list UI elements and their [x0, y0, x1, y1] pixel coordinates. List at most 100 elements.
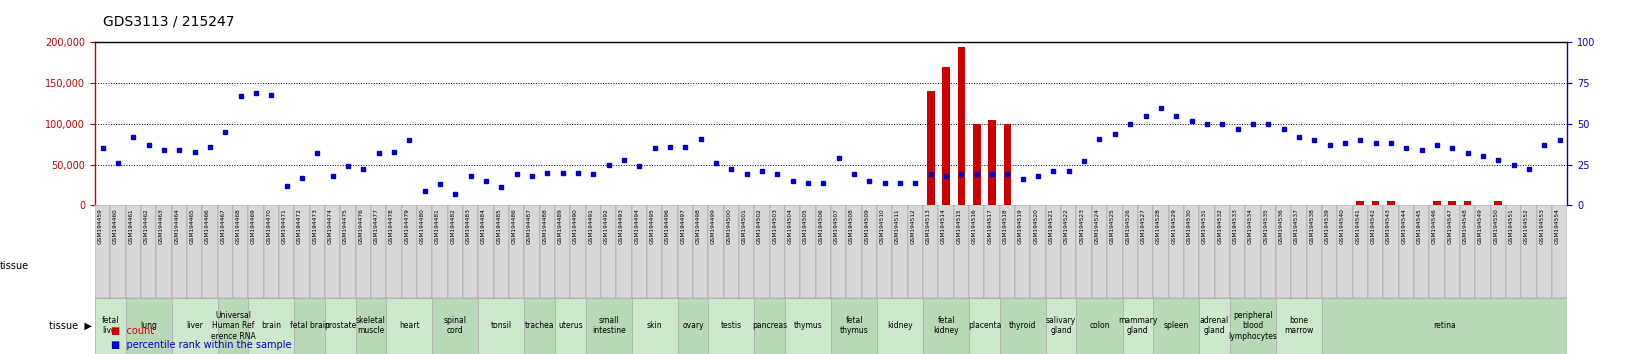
Text: GSM194493: GSM194493 — [618, 208, 623, 244]
Bar — [1122, 205, 1139, 297]
Bar — [928, 91, 934, 205]
Text: GSM194540: GSM194540 — [1340, 208, 1345, 244]
Bar — [1091, 205, 1108, 297]
Bar — [432, 297, 478, 354]
Bar — [1476, 205, 1490, 297]
Text: GSM194465: GSM194465 — [190, 208, 195, 244]
Text: GSM194531: GSM194531 — [1202, 208, 1207, 244]
Bar — [1000, 205, 1014, 297]
Text: placenta: placenta — [969, 321, 1001, 330]
Text: GSM194511: GSM194511 — [895, 208, 900, 244]
Bar — [1184, 205, 1199, 297]
Bar — [957, 47, 965, 205]
Bar — [1322, 297, 1567, 354]
Bar — [1356, 201, 1364, 205]
Bar — [1199, 205, 1214, 297]
Text: thyroid: thyroid — [1009, 321, 1037, 330]
Bar — [478, 297, 525, 354]
Text: pancreas: pancreas — [753, 321, 787, 330]
Bar — [232, 205, 249, 297]
Bar — [1464, 201, 1471, 205]
Text: GSM194478: GSM194478 — [389, 208, 394, 244]
Bar — [1230, 205, 1245, 297]
Text: GSM194460: GSM194460 — [113, 208, 118, 244]
Text: GSM194490: GSM194490 — [573, 208, 578, 244]
Text: GSM194476: GSM194476 — [358, 208, 363, 244]
Bar — [1521, 205, 1536, 297]
Text: GSM194503: GSM194503 — [772, 208, 777, 244]
Bar — [1337, 205, 1353, 297]
Bar — [126, 297, 172, 354]
Bar — [1276, 297, 1322, 354]
Text: GSM194526: GSM194526 — [1126, 208, 1130, 244]
Text: GSM194513: GSM194513 — [926, 208, 931, 244]
Text: GSM194466: GSM194466 — [204, 208, 209, 244]
Text: lung: lung — [141, 321, 157, 330]
Text: GSM194494: GSM194494 — [635, 208, 640, 244]
Text: spinal
cord: spinal cord — [443, 316, 466, 336]
Text: GSM194547: GSM194547 — [1448, 208, 1453, 244]
Bar — [1153, 205, 1168, 297]
Bar — [172, 205, 187, 297]
Text: GSM194505: GSM194505 — [803, 208, 808, 244]
Bar — [1108, 205, 1122, 297]
Bar — [555, 297, 586, 354]
Bar — [1322, 205, 1337, 297]
Text: brain: brain — [262, 321, 281, 330]
Text: GSM194473: GSM194473 — [312, 208, 317, 244]
Text: GSM194553: GSM194553 — [1539, 208, 1544, 244]
Text: ■  percentile rank within the sample: ■ percentile rank within the sample — [111, 341, 291, 350]
Bar — [1536, 205, 1553, 297]
Text: liver: liver — [187, 321, 203, 330]
Text: fetal
thymus: fetal thymus — [839, 316, 869, 336]
Bar — [923, 205, 939, 297]
Text: GSM194549: GSM194549 — [1477, 208, 1482, 244]
Text: GSM194541: GSM194541 — [1355, 208, 1360, 244]
Text: GSM194500: GSM194500 — [726, 208, 731, 244]
Text: thymus: thymus — [793, 321, 823, 330]
Bar — [218, 205, 232, 297]
Bar — [1399, 205, 1414, 297]
Bar — [586, 205, 600, 297]
Bar — [340, 205, 355, 297]
Text: Universal
Human Ref
erence RNA: Universal Human Ref erence RNA — [211, 311, 255, 341]
Text: GSM194463: GSM194463 — [159, 208, 164, 244]
Bar — [509, 205, 525, 297]
Bar — [1000, 297, 1045, 354]
Bar — [846, 205, 862, 297]
Bar — [1153, 297, 1199, 354]
Bar — [326, 297, 355, 354]
Text: GSM194550: GSM194550 — [1494, 208, 1499, 244]
Text: GSM194464: GSM194464 — [175, 208, 180, 244]
Text: GSM194524: GSM194524 — [1094, 208, 1099, 244]
Text: GSM194480: GSM194480 — [420, 208, 425, 244]
Bar — [939, 205, 954, 297]
Text: mammary
gland: mammary gland — [1117, 316, 1158, 336]
Text: fetal
kidney: fetal kidney — [933, 316, 959, 336]
Bar — [1414, 205, 1430, 297]
Bar — [386, 297, 432, 354]
Text: GSM194492: GSM194492 — [604, 208, 609, 244]
Bar — [524, 297, 555, 354]
Bar — [1507, 205, 1521, 297]
Bar — [326, 205, 340, 297]
Text: GSM194523: GSM194523 — [1080, 208, 1085, 244]
Text: fetal
liver: fetal liver — [101, 316, 119, 336]
Text: GSM194462: GSM194462 — [144, 208, 149, 244]
Bar — [708, 205, 723, 297]
Text: GSM194486: GSM194486 — [512, 208, 517, 244]
Text: GSM194502: GSM194502 — [757, 208, 762, 244]
Bar — [110, 205, 126, 297]
Text: GSM194489: GSM194489 — [558, 208, 563, 244]
Bar — [1445, 205, 1459, 297]
Text: GSM194507: GSM194507 — [834, 208, 839, 244]
Text: GSM194467: GSM194467 — [221, 208, 226, 244]
Bar — [600, 205, 617, 297]
Bar — [463, 205, 478, 297]
Bar — [831, 205, 846, 297]
Bar — [1031, 205, 1045, 297]
Text: GSM194517: GSM194517 — [987, 208, 991, 244]
Bar — [1430, 205, 1445, 297]
Text: trachea: trachea — [525, 321, 555, 330]
Bar — [708, 297, 754, 354]
